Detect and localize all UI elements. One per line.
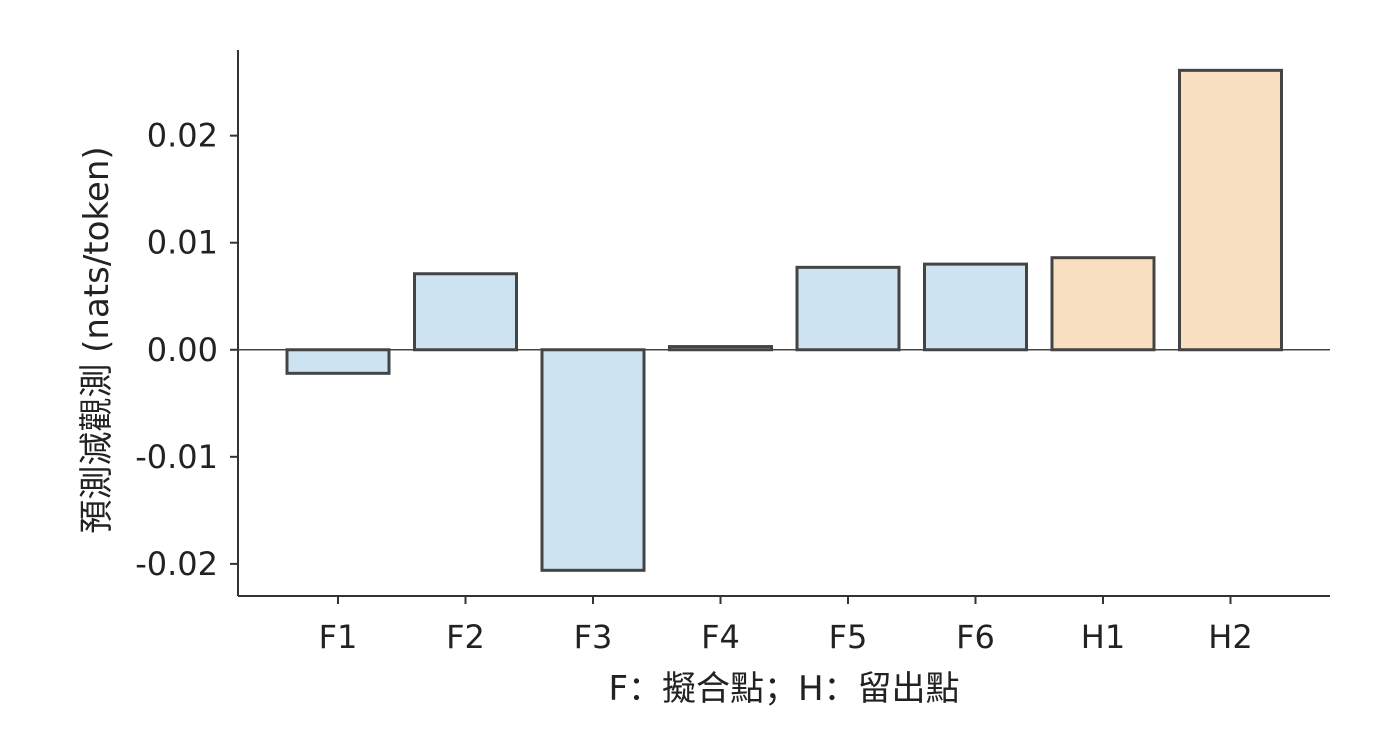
bar-f1 — [285, 348, 391, 375]
bar-f2 — [413, 272, 518, 352]
bar-f6 — [923, 262, 1028, 352]
bar-h2 — [1178, 68, 1283, 352]
bar-f5 — [795, 265, 901, 352]
bar-f3 — [540, 348, 646, 572]
x-axis-title: F：擬合點；H：留出點 — [608, 669, 959, 709]
x-tick-label: F6 — [956, 618, 995, 656]
y-tick-label: 0.02 — [147, 117, 218, 155]
x-tick-label: F2 — [446, 618, 485, 656]
bars-group — [285, 68, 1283, 572]
x-tick-label: F1 — [319, 618, 358, 656]
y-tick-label: -0.02 — [135, 545, 218, 583]
x-ticks-group: F1 F2 F3 F4 F5 F6 H1 H2 — [319, 596, 1253, 656]
y-axis-title: 預測減觀測 (nats/token) — [77, 146, 117, 533]
bar-h1 — [1050, 256, 1156, 352]
y-ticks-group: 0.02 0.01 0.00 -0.01 -0.02 — [135, 117, 238, 583]
x-tick-label: F5 — [829, 618, 868, 656]
x-tick-label: H2 — [1208, 618, 1252, 656]
x-tick-label: H1 — [1081, 618, 1125, 656]
x-tick-label: F4 — [701, 618, 740, 656]
y-tick-label: 0.01 — [147, 224, 218, 262]
y-tick-label: -0.01 — [135, 438, 218, 476]
y-tick-label: 0.00 — [147, 331, 218, 369]
x-tick-label: F3 — [574, 618, 613, 656]
